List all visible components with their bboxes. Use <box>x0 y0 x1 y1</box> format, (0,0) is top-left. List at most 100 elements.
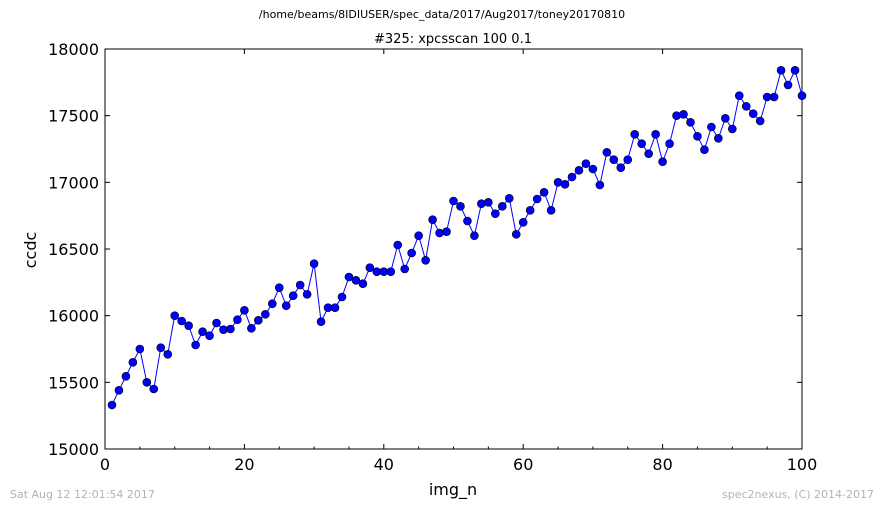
data-point <box>595 180 605 190</box>
data-series <box>107 66 807 410</box>
footer-timestamp: Sat Aug 12 12:01:54 2017 <box>10 488 155 501</box>
data-point <box>407 248 416 258</box>
data-point <box>672 111 681 120</box>
chart-title: #325: xpcsscan 100 0.1 <box>374 32 532 47</box>
data-point <box>518 218 528 227</box>
data-point <box>295 280 305 290</box>
data-point <box>400 264 410 274</box>
data-point <box>602 148 612 157</box>
x-axis-label: img_n <box>429 480 477 500</box>
data-point <box>616 163 626 172</box>
data-point <box>344 272 354 282</box>
data-point <box>442 227 451 236</box>
data-point <box>658 157 667 166</box>
data-point <box>491 209 500 218</box>
data-point <box>630 130 640 139</box>
data-point <box>316 317 326 326</box>
data-point <box>170 311 179 320</box>
data-point <box>609 155 619 164</box>
data-point <box>421 256 430 265</box>
data-point <box>309 259 319 268</box>
data-point <box>637 139 646 148</box>
plot-area: 0 20 40 60 80 100 15000 15500 16000 16500 17000 175… <box>48 40 817 474</box>
data-point <box>330 303 340 312</box>
data-point <box>693 132 702 141</box>
data-point <box>337 292 347 302</box>
data-point <box>484 198 493 207</box>
data-point <box>504 194 514 203</box>
data-point <box>107 400 117 410</box>
data-point <box>274 283 284 292</box>
data-point <box>128 358 138 367</box>
data-point <box>302 290 312 299</box>
data-point <box>121 372 131 381</box>
data-point <box>212 318 221 328</box>
data-point <box>114 386 124 395</box>
data-point <box>532 194 542 204</box>
y-tick-label: 15500 <box>48 373 99 392</box>
data-point <box>560 180 570 189</box>
data-point <box>149 384 159 394</box>
data-point <box>644 149 653 158</box>
data-point <box>247 324 256 333</box>
data-point <box>776 66 786 75</box>
data-point <box>351 276 361 285</box>
data-point <box>365 263 375 272</box>
data-point <box>567 172 577 182</box>
data-point <box>288 291 298 300</box>
data-point <box>477 199 486 208</box>
y-tick-label: 16000 <box>48 307 99 326</box>
x-tick-label: 40 <box>374 455 394 474</box>
y-tick-label: 18000 <box>48 40 99 59</box>
y-axis-label: ccdc <box>21 232 40 269</box>
data-point <box>449 196 458 206</box>
data-point <box>233 315 242 324</box>
data-point <box>665 139 674 148</box>
data-point <box>177 316 186 326</box>
data-point <box>769 92 779 102</box>
data-point <box>456 202 465 211</box>
data-point <box>497 202 507 211</box>
data-point <box>226 324 235 334</box>
data-point <box>714 134 723 143</box>
x-tick-label: 60 <box>513 455 533 474</box>
data-point <box>261 310 270 319</box>
data-point <box>755 116 765 126</box>
data-point <box>783 80 793 90</box>
data-point <box>623 155 633 164</box>
data-point <box>539 188 549 197</box>
x-tick-label: 80 <box>652 455 672 474</box>
x-tick-label: 0 <box>100 455 110 474</box>
data-point <box>546 206 556 215</box>
data-point <box>142 378 152 387</box>
y-tick-label: 15000 <box>48 440 99 459</box>
data-point <box>135 344 145 354</box>
data-point <box>700 145 709 154</box>
data-point <box>386 267 396 276</box>
data-point <box>198 327 207 336</box>
data-point <box>428 215 437 224</box>
plot-frame <box>104 48 803 450</box>
data-point <box>741 102 751 111</box>
data-point <box>435 228 444 238</box>
data-point <box>707 122 716 132</box>
x-tick-label: 20 <box>234 455 254 474</box>
data-point <box>156 343 166 352</box>
data-point <box>393 240 403 250</box>
footer-credit: spec2nexus, (C) 2014-2017 <box>722 488 874 501</box>
data-point <box>790 66 800 75</box>
data-point <box>414 231 423 240</box>
data-point <box>267 299 277 308</box>
y-tick-label: 16500 <box>48 240 99 259</box>
data-point <box>721 114 730 123</box>
data-point <box>748 109 758 118</box>
data-point <box>254 316 263 325</box>
data-point <box>727 124 737 134</box>
data-point <box>679 110 688 119</box>
data-point <box>240 306 249 315</box>
y-tick-label: 17000 <box>48 173 99 192</box>
data-point <box>184 321 193 330</box>
data-point <box>463 216 472 226</box>
data-point <box>281 301 291 310</box>
data-point <box>470 231 479 240</box>
